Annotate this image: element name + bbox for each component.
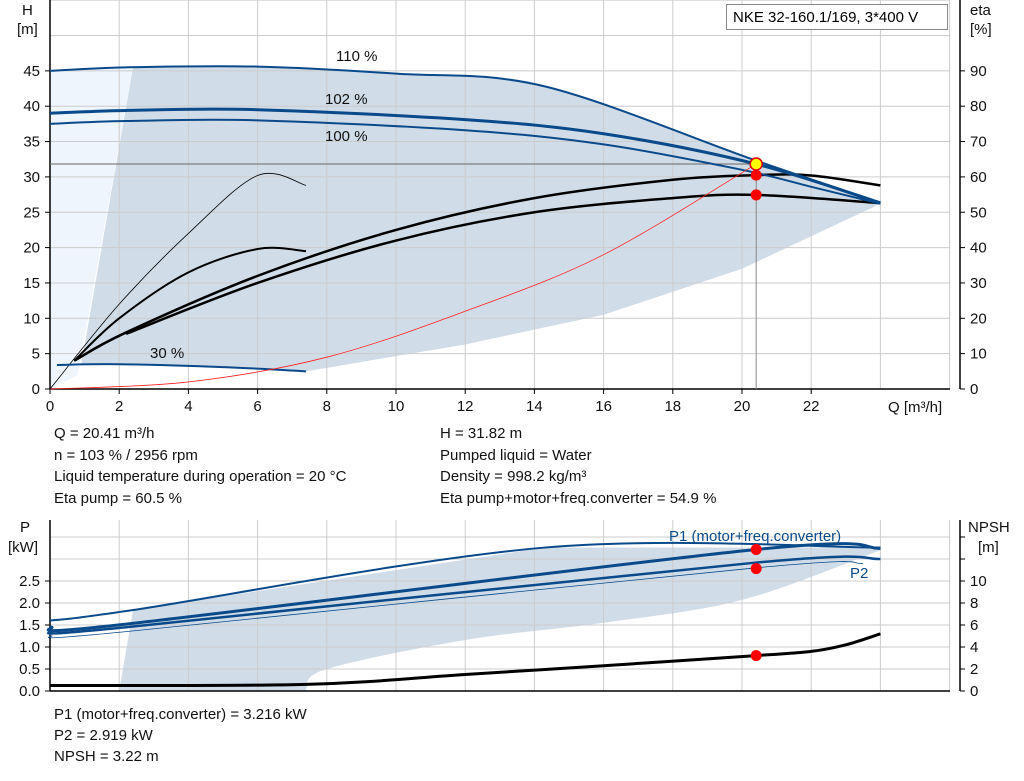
x-tick-label: 6	[253, 398, 261, 415]
npsh-tick-label: 10	[970, 573, 987, 590]
y-tick-label: 10	[23, 310, 40, 327]
x-tick-label: 4	[184, 398, 192, 415]
y-tick-label: 30	[23, 169, 40, 186]
p-tick-label: 0.0	[19, 683, 40, 700]
x-tick-label: 16	[595, 398, 612, 415]
y2-tick-label: 40	[970, 240, 987, 257]
npsh-tick-label: 8	[970, 595, 978, 612]
eta-total-point	[750, 189, 762, 201]
x-tick-label: 2	[115, 398, 123, 415]
head-curve-100	[49, 118, 881, 205]
x-tick-label: 20	[734, 398, 751, 415]
y-tick-label: 40	[23, 98, 40, 115]
power-curve	[46, 542, 881, 633]
npsh-tick-label: 4	[970, 639, 978, 656]
y-tick-label: 15	[23, 275, 40, 292]
p1-point	[750, 543, 762, 555]
y2-tick-label: 80	[970, 98, 987, 115]
p-axis-label: P	[20, 519, 30, 536]
x-tick-label: 0	[46, 398, 54, 415]
x-tick-label: 18	[664, 398, 681, 415]
curve-label-100: 100 %	[325, 128, 368, 145]
y2-axis-unit: [%]	[970, 21, 992, 38]
p-tick-label: 1.0	[19, 639, 40, 656]
npsh-tick-label: 0	[970, 683, 978, 700]
p-axis-unit: [kW]	[8, 539, 38, 556]
x-axis-label: Q [m³/h]	[888, 399, 942, 416]
system-curve	[49, 163, 757, 390]
info-eta-total: Eta pump+motor+freq.converter = 54.9 %	[440, 490, 717, 507]
power-range-shade	[119, 547, 881, 691]
y2-axis-label: eta	[970, 2, 992, 19]
y-axis-label: H	[22, 2, 33, 19]
info-p2: P2 = 2.919 kW	[54, 727, 153, 744]
p1-label: P1 (motor+freq.converter)	[669, 528, 841, 545]
y-tick-label: 25	[23, 204, 40, 221]
npsh-axis-unit: [m]	[978, 539, 999, 556]
npsh-point	[750, 650, 762, 662]
pump-title: NKE 32-160.1/169, 3*400 V	[726, 4, 948, 30]
npsh-curve	[49, 632, 881, 688]
info-speed: n = 103 % / 2956 rpm	[54, 447, 198, 464]
info-p1: P1 (motor+freq.converter) = 3.216 kW	[54, 706, 307, 723]
eta-curve	[73, 173, 881, 362]
curve-label-30: 30 %	[150, 345, 184, 362]
operating-range-shade	[81, 66, 881, 372]
x-tick-label: 22	[803, 398, 820, 415]
info-npsh: NPSH = 3.22 m	[54, 748, 159, 765]
p-tick-label: 0.5	[19, 661, 40, 678]
p-tick-label: 2.5	[19, 573, 40, 590]
operating-point	[749, 157, 763, 171]
y2-tick-label: 10	[970, 346, 987, 363]
y2-tick-label: 50	[970, 204, 987, 221]
info-density: Density = 998.2 kg/m³	[440, 468, 587, 485]
x-tick-label: 10	[388, 398, 405, 415]
x-tick-label: 8	[323, 398, 331, 415]
p-tick-label: 2.0	[19, 595, 40, 612]
npsh-tick-label: 6	[970, 617, 978, 634]
x-tick-label: 12	[457, 398, 474, 415]
curve-label-110: 110 %	[336, 48, 377, 65]
npsh-axis-label: NPSH	[968, 519, 1010, 536]
p-tick-label: 1.5	[19, 617, 40, 634]
y2-tick-label: 0	[970, 381, 978, 398]
y-tick-label: 0	[32, 381, 40, 398]
eta-curve	[49, 173, 307, 390]
eta-pump-point	[750, 169, 762, 181]
y2-tick-label: 90	[970, 63, 987, 80]
y2-tick-label: 70	[970, 134, 987, 151]
y-axis-unit: [m]	[17, 21, 38, 38]
y-tick-label: 45	[23, 63, 40, 80]
y2-tick-label: 20	[970, 310, 987, 327]
info-h: H = 31.82 m	[440, 425, 523, 442]
x-tick-label: 14	[526, 398, 543, 415]
info-temp: Liquid temperature during operation = 20…	[54, 468, 347, 485]
info-liquid: Pumped liquid = Water	[440, 447, 592, 464]
p2-point	[750, 563, 762, 575]
y-tick-label: 35	[23, 134, 40, 151]
npsh-tick-label: 2	[970, 661, 978, 678]
p2-label: P2	[850, 565, 868, 582]
power-curve	[47, 561, 864, 639]
shade-light	[50, 67, 134, 389]
info-eta-pump: Eta pump = 60.5 %	[54, 490, 182, 507]
y2-tick-label: 60	[970, 169, 987, 186]
y-tick-label: 20	[23, 240, 40, 257]
y2-tick-label: 30	[970, 275, 987, 292]
info-q: Q = 20.41 m³/h	[54, 425, 155, 442]
power-curve	[46, 555, 881, 635]
y-tick-label: 5	[32, 346, 40, 363]
curve-label-102: 102 %	[325, 91, 368, 108]
eta-curve	[73, 246, 307, 362]
